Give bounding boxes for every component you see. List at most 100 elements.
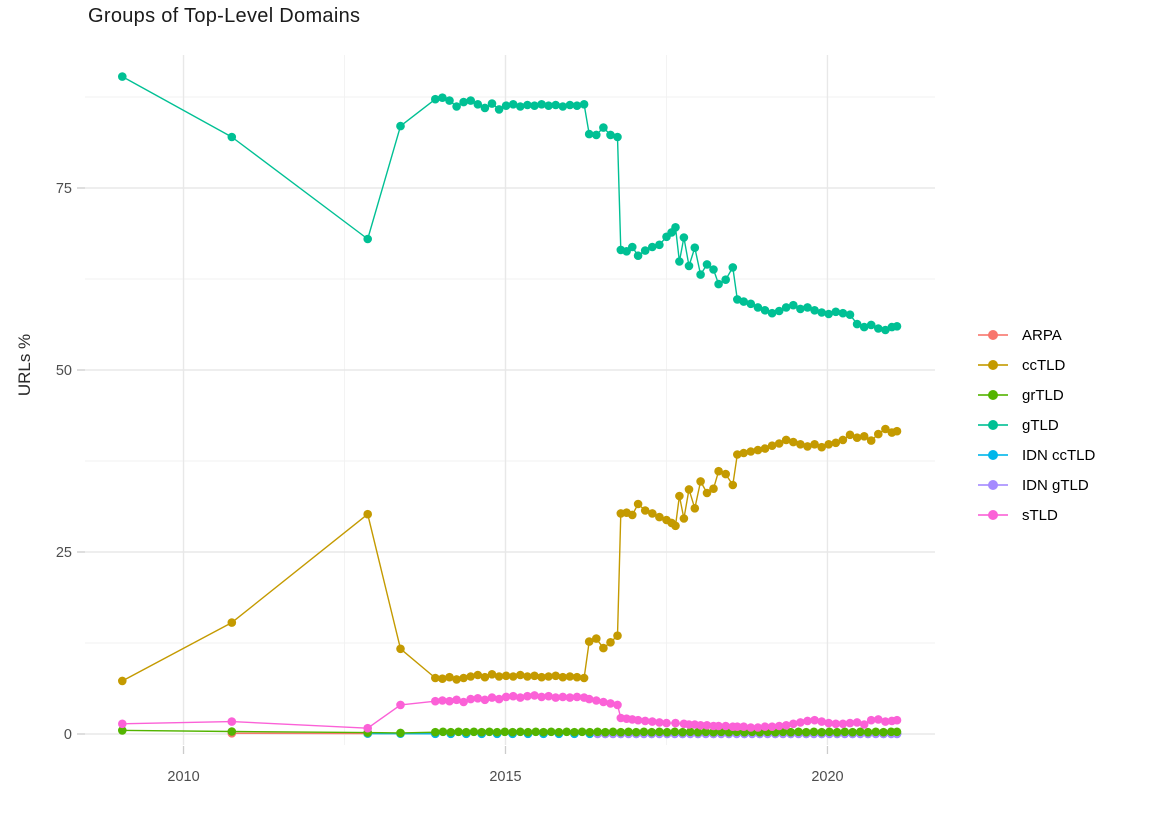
data-point-grtld <box>539 727 548 737</box>
series-points-cctld <box>118 424 902 686</box>
data-point-stld <box>892 715 902 725</box>
data-point-gtld <box>572 101 582 110</box>
data-point-gtld <box>579 100 589 109</box>
series-points-stld <box>118 691 902 733</box>
data-point-cctld <box>118 676 127 686</box>
data-point-cctld <box>696 477 705 486</box>
data-point-stld <box>852 718 862 727</box>
data-point-cctld <box>852 433 862 443</box>
data-point-stld <box>445 696 454 706</box>
data-point-gtld <box>684 261 694 271</box>
data-point-cctld <box>679 514 689 523</box>
data-point-cctld <box>721 469 730 479</box>
data-point-gtld <box>852 319 862 329</box>
page-title: Groups of Top-Level Domains <box>88 5 361 27</box>
legend-label: sTLD <box>1022 506 1058 524</box>
data-point-gtld <box>613 132 622 142</box>
legend-label: ARPA <box>1022 326 1062 344</box>
data-point-cctld <box>709 484 718 494</box>
data-point-stld <box>753 723 763 732</box>
legend-item-cctld: ccTLD <box>977 350 1095 380</box>
data-point-cctld <box>558 672 568 682</box>
data-point-stld <box>803 716 812 726</box>
data-point-gtld <box>537 100 546 109</box>
data-point-gtld <box>592 130 601 140</box>
data-point-stld <box>760 722 770 731</box>
data-point-stld <box>866 715 876 725</box>
data-point-cctld <box>817 442 826 452</box>
data-point-stld <box>584 694 594 704</box>
data-point-cctld <box>648 509 657 518</box>
data-point-cctld <box>684 485 694 494</box>
data-point-cctld <box>874 429 883 439</box>
data-point-cctld <box>438 674 447 683</box>
legend-key-icon-idn-cctld <box>978 450 1008 460</box>
data-point-stld <box>789 719 798 729</box>
data-point-grtld <box>832 727 842 737</box>
data-point-stld <box>721 721 730 731</box>
data-point-stld <box>558 692 568 702</box>
data-point-cctld <box>845 430 855 440</box>
data-point-stld <box>767 722 777 731</box>
data-point-stld <box>648 717 657 726</box>
data-point-grtld <box>794 727 803 737</box>
data-point-gtld <box>565 100 575 110</box>
data-point-cctld <box>655 512 664 522</box>
data-point-cctld <box>760 444 770 453</box>
data-point-grtld <box>825 727 834 737</box>
data-point-gtld <box>396 121 405 131</box>
data-point-grtld <box>662 727 672 737</box>
data-point-grtld <box>879 727 888 737</box>
data-point-grtld <box>438 727 448 737</box>
data-point-cctld <box>494 672 504 681</box>
data-point-gtld <box>118 72 127 81</box>
data-point-cctld <box>767 441 777 451</box>
data-point-cctld <box>565 672 575 681</box>
series-line-gtld <box>121 75 898 331</box>
data-point-grtld <box>655 727 664 737</box>
data-point-cctld <box>551 671 560 681</box>
series-points-gtld <box>118 72 902 335</box>
legend-label: ccTLD <box>1022 356 1066 374</box>
data-point-cctld <box>396 644 405 654</box>
data-point-gtld <box>679 233 689 242</box>
data-point-gtld <box>452 102 461 111</box>
data-point-cctld <box>579 673 589 683</box>
data-point-gtld <box>501 101 511 110</box>
data-point-grtld <box>856 727 865 737</box>
data-point-grtld <box>848 727 857 737</box>
legend-key-icon-gtld <box>978 420 1008 430</box>
data-point-stld <box>487 693 497 702</box>
data-point-gtld <box>774 306 784 316</box>
data-point-cctld <box>728 480 738 490</box>
data-point-stld <box>696 721 705 730</box>
data-point-grtld <box>485 727 494 737</box>
data-point-cctld <box>599 643 608 653</box>
legend-item-idn-cctld: IDN ccTLD <box>977 440 1095 470</box>
data-point-cctld <box>714 466 723 476</box>
data-point-stld <box>831 719 841 729</box>
data-point-cctld <box>789 437 798 447</box>
data-point-grtld <box>500 727 510 737</box>
data-point-stld <box>592 696 601 705</box>
data-point-grtld <box>431 727 440 737</box>
data-point-gtld <box>494 105 504 114</box>
data-point-stld <box>599 697 608 707</box>
data-point-cctld <box>628 510 637 520</box>
data-point-gtld <box>516 102 525 111</box>
data-point-grtld <box>817 727 826 737</box>
data-point-cctld <box>537 672 546 682</box>
data-point-grtld <box>616 727 626 737</box>
data-point-grtld <box>516 727 525 737</box>
data-point-gtld <box>445 96 454 105</box>
data-point-gtld <box>508 100 518 109</box>
data-point-grtld <box>570 727 579 737</box>
data-point-cctld <box>702 488 712 498</box>
legend-key-icon-stld <box>978 510 1008 520</box>
data-point-cctld <box>753 445 763 455</box>
data-point-gtld <box>640 246 650 255</box>
data-point-cctld <box>530 671 539 681</box>
data-point-stld <box>733 722 742 731</box>
data-point-grtld <box>554 727 564 737</box>
